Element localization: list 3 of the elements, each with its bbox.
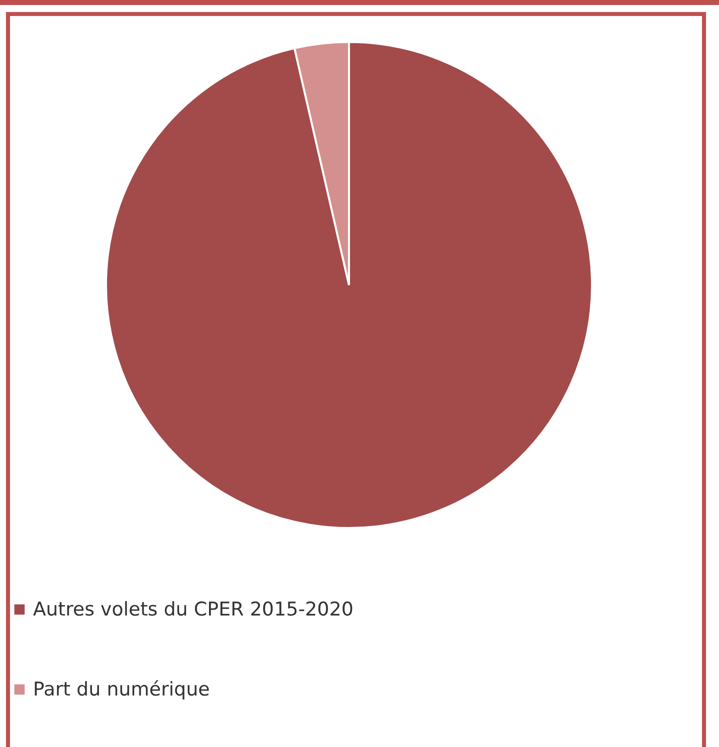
legend-label: Part du numérique [33, 678, 210, 700]
legend-label: Autres volets du CPER 2015-2020 [33, 598, 354, 620]
pie-slice [105, 41, 593, 529]
